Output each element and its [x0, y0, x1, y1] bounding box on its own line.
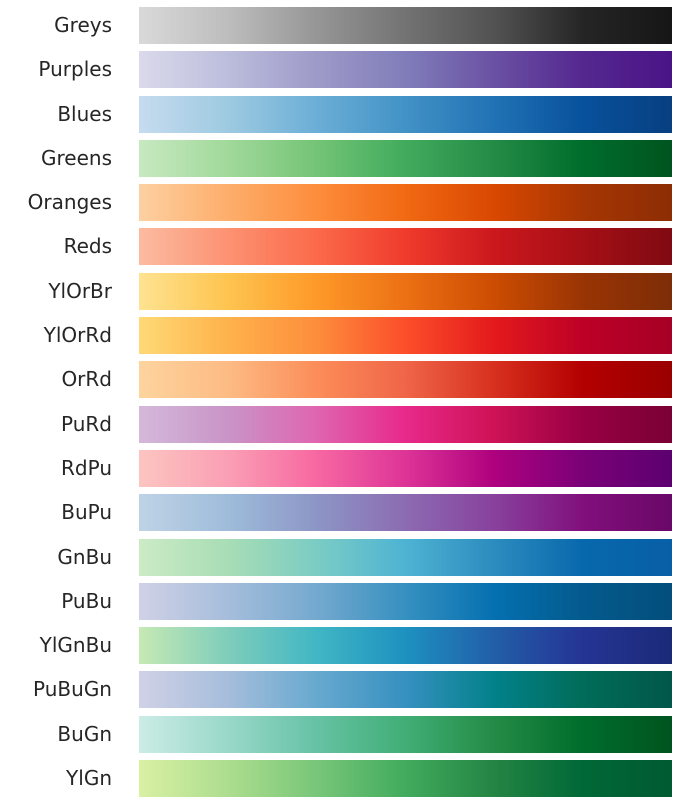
colormap-label: Blues	[57, 101, 112, 126]
colormap-label: Purples	[38, 57, 112, 82]
colormap-row: YlOrRd	[0, 317, 676, 361]
colormap-gradient-bar	[139, 405, 672, 443]
colormap-gradient-bar	[139, 627, 672, 665]
colormap-row: Greys	[0, 7, 676, 51]
colormap-gradient-bar	[139, 272, 672, 310]
colormap-gradient-bar	[139, 494, 672, 532]
colormap-row: Purples	[0, 51, 676, 95]
colormap-gradient-bar	[139, 538, 672, 576]
colormap-gradient-bar	[139, 582, 672, 620]
colormap-row: BuPu	[0, 494, 676, 538]
colormap-label: YlGn	[66, 766, 112, 791]
colormap-row: PuRd	[0, 405, 676, 450]
colormap-row: RdPu	[0, 449, 676, 494]
colormap-list: Greys Purples Blues Greens Oranges Reds YlOrBr…	[0, 7, 676, 804]
colormap-row: Greens	[0, 139, 676, 184]
colormap-row: YlGn	[0, 760, 676, 804]
colormap-row: BuGn	[0, 715, 676, 760]
colormap-label: PuBuGn	[33, 677, 112, 702]
colormap-row: Reds	[0, 228, 676, 272]
colormap-gradient-bar	[139, 7, 672, 44]
colormap-gradient-bar	[139, 361, 672, 399]
colormap-gradient-bar	[139, 184, 672, 222]
colormap-gradient-bar	[139, 449, 672, 487]
colormap-gradient-bar	[139, 228, 672, 266]
colormap-label: GnBu	[57, 544, 112, 569]
colormap-gradient-bar	[139, 760, 672, 798]
colormap-row: Oranges	[0, 184, 676, 228]
colormap-label: YlGnBu	[39, 633, 112, 658]
colormap-gradient-bar	[139, 139, 672, 177]
colormap-row: PuBu	[0, 582, 676, 627]
colormap-label: PuRd	[61, 411, 112, 436]
colormap-label: YlOrRd	[43, 323, 112, 348]
colormap-gradient-bar	[139, 317, 672, 355]
colormap-row: Blues	[0, 95, 676, 140]
colormap-gradient-bar	[139, 671, 672, 709]
colormap-row: YlGnBu	[0, 627, 676, 671]
colormap-label: Reds	[63, 234, 112, 259]
colormap-label: RdPu	[61, 455, 112, 480]
colormap-label: BuPu	[61, 500, 112, 525]
colormap-label: BuGn	[57, 721, 112, 746]
colormap-gradient-bar	[139, 95, 672, 133]
colormap-label: PuBu	[61, 588, 112, 613]
colormap-row: GnBu	[0, 538, 676, 583]
colormap-label: Oranges	[27, 190, 112, 215]
colormap-label: YlOrBr	[48, 278, 112, 303]
colormap-row: YlOrBr	[0, 272, 676, 317]
colormap-gradient-bar	[139, 715, 672, 753]
colormap-label: OrRd	[61, 367, 112, 392]
colormap-label: Greys	[54, 13, 112, 37]
colormap-row: OrRd	[0, 361, 676, 405]
colormap-row: PuBuGn	[0, 671, 676, 715]
colormap-gradient-bar	[139, 51, 672, 89]
colormap-label: Greens	[41, 145, 112, 170]
